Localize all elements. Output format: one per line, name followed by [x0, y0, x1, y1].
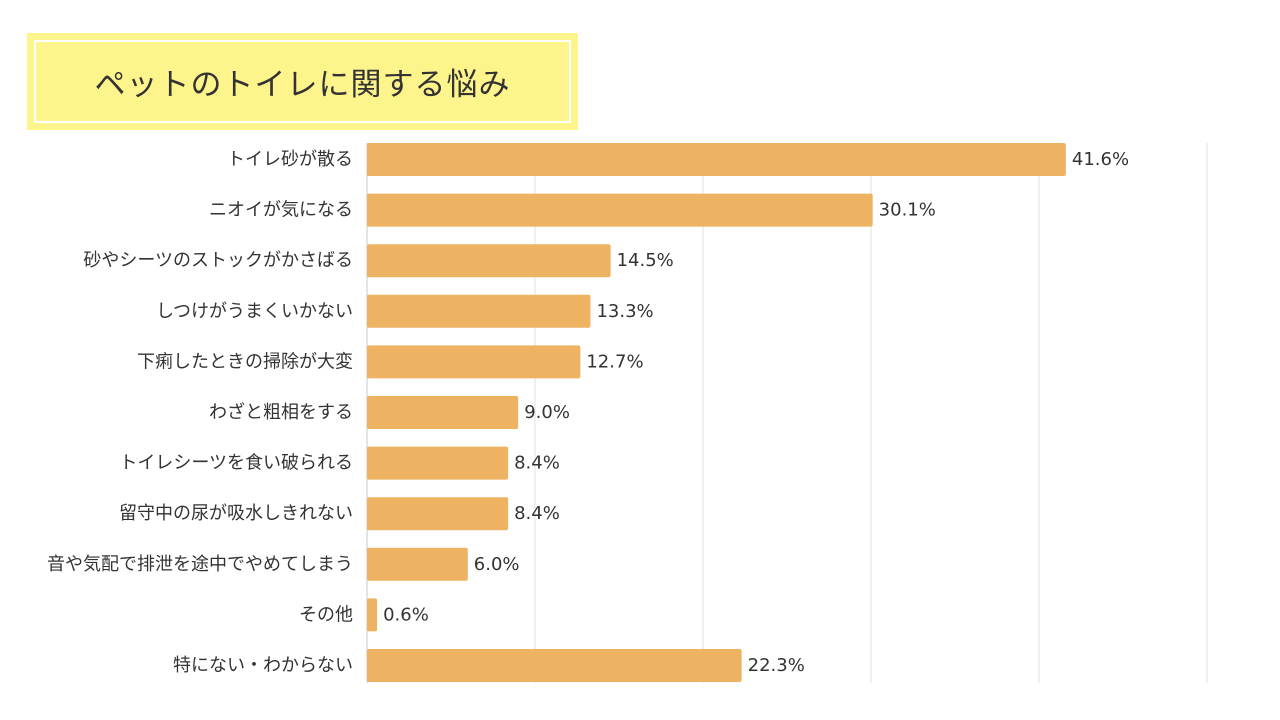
- value-label: 41.6%: [1072, 149, 1129, 170]
- bar: [367, 345, 581, 379]
- value-label: 8.4%: [514, 453, 560, 474]
- category-label: 砂やシーツのストックがかさばる: [83, 250, 353, 271]
- value-label: 30.1%: [879, 200, 936, 221]
- bar: [367, 396, 519, 429]
- value-label: 14.5%: [617, 250, 674, 271]
- chart-title: ペットのトイレに関する悩み: [94, 67, 511, 103]
- bar: [367, 649, 742, 682]
- bar: [367, 547, 468, 581]
- bar: [367, 244, 611, 278]
- value-label: 9.0%: [524, 402, 570, 423]
- value-label: 12.7%: [586, 351, 643, 372]
- value-label: 22.3%: [748, 655, 805, 676]
- value-label: 13.3%: [596, 301, 653, 322]
- title-box: ペットのトイレに関する悩み: [27, 33, 578, 130]
- category-label: 下痢したときの掃除が大変: [137, 351, 353, 372]
- category-label: トイレ砂が散る: [227, 149, 353, 170]
- bar: [367, 143, 1066, 176]
- value-label: 0.6%: [383, 604, 429, 625]
- category-label: 音や気配で排泄を途中でやめてしまう: [47, 554, 353, 575]
- bar: [367, 193, 873, 227]
- category-label: わざと粗相をする: [209, 401, 353, 423]
- bar: [367, 294, 591, 328]
- category-label: その他: [299, 604, 353, 625]
- value-label: 6.0%: [474, 554, 520, 575]
- bar: [367, 497, 509, 531]
- bar: [367, 598, 378, 632]
- category-label: 留守中の尿が吸水しきれない: [119, 503, 353, 524]
- bar: [367, 446, 509, 480]
- category-label: 特にない・わからない: [173, 655, 353, 676]
- category-label: トイレシーツを食い破られる: [119, 453, 353, 474]
- value-label: 8.4%: [514, 503, 560, 524]
- title-inner-border: ペットのトイレに関する悩み: [34, 40, 571, 123]
- category-label: ニオイが気になる: [209, 200, 353, 221]
- category-label: しつけがうまくいかない: [156, 301, 353, 322]
